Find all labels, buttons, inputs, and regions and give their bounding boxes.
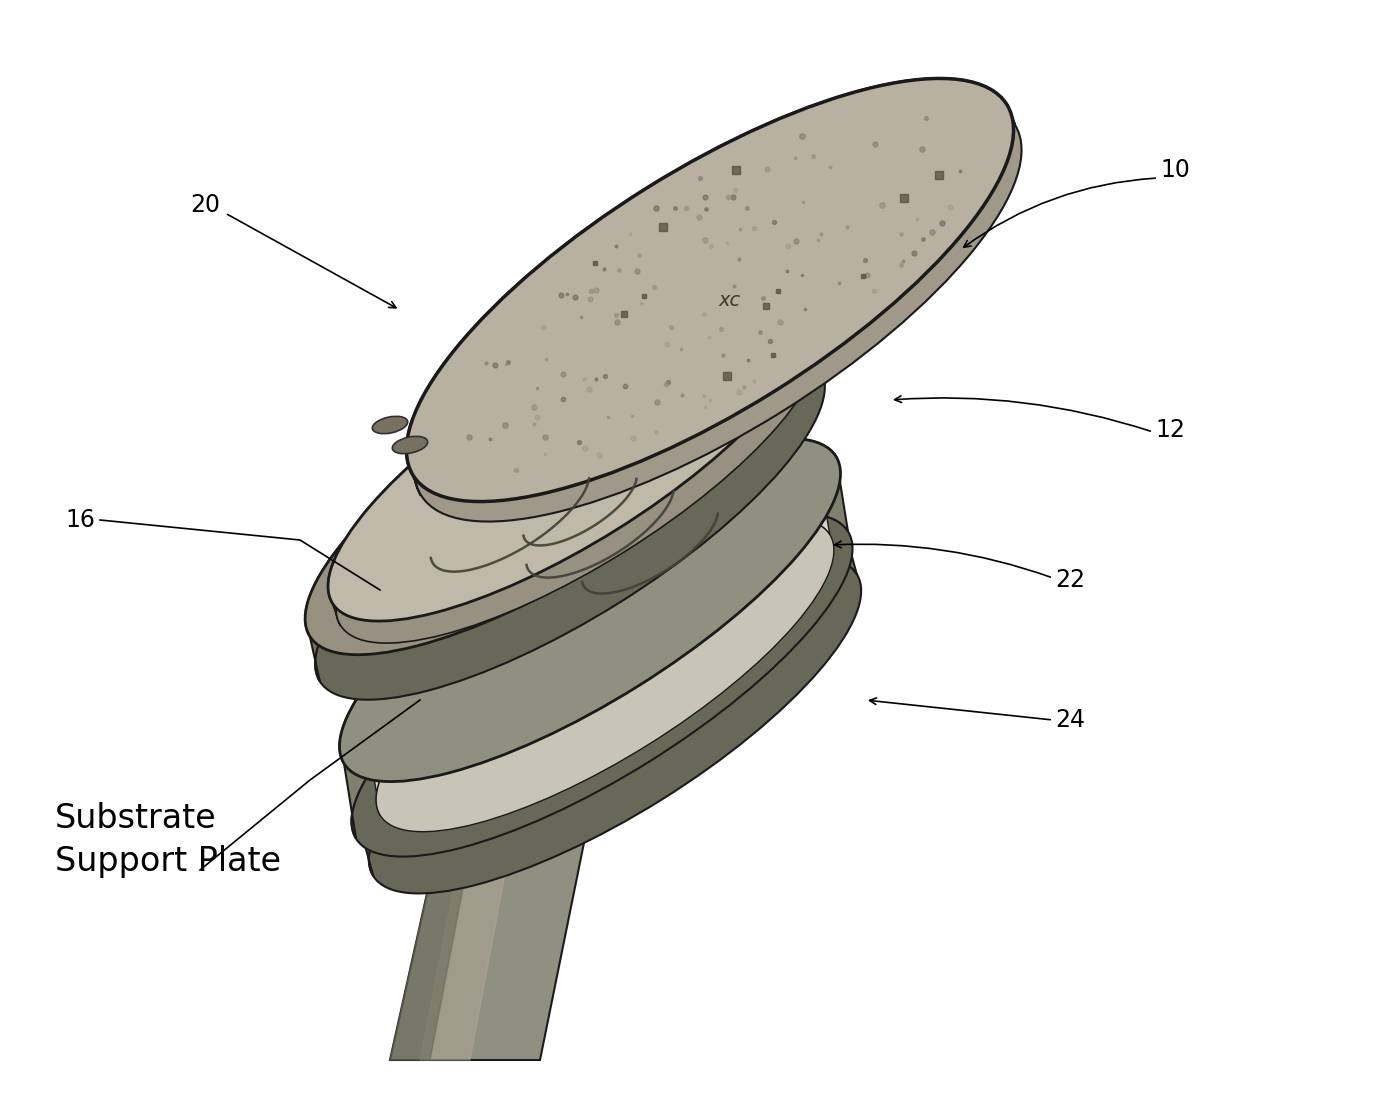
Text: 20: 20 (190, 193, 220, 216)
Polygon shape (339, 438, 848, 839)
Text: 10: 10 (1161, 158, 1190, 182)
Ellipse shape (414, 99, 1021, 522)
Polygon shape (365, 458, 830, 816)
Ellipse shape (354, 502, 847, 838)
Ellipse shape (306, 305, 815, 655)
Ellipse shape (352, 514, 852, 857)
Polygon shape (391, 665, 619, 1060)
Polygon shape (406, 79, 1014, 495)
Polygon shape (420, 688, 540, 1060)
Text: 22: 22 (1055, 568, 1085, 592)
Text: xc: xc (718, 291, 741, 310)
Ellipse shape (372, 416, 407, 434)
Polygon shape (328, 289, 816, 625)
Ellipse shape (368, 556, 861, 894)
Text: Substrate
Support Plate: Substrate Support Plate (54, 801, 280, 878)
Text: 16: 16 (66, 508, 95, 532)
Polygon shape (306, 305, 820, 682)
Ellipse shape (339, 438, 841, 781)
Ellipse shape (336, 311, 820, 643)
Text: 12: 12 (1155, 418, 1184, 442)
Ellipse shape (406, 79, 1014, 502)
Polygon shape (354, 502, 857, 876)
Ellipse shape (315, 351, 824, 699)
Ellipse shape (328, 289, 812, 622)
Polygon shape (391, 695, 499, 1060)
Text: 24: 24 (1055, 708, 1085, 731)
Ellipse shape (392, 436, 428, 454)
Ellipse shape (377, 518, 834, 831)
